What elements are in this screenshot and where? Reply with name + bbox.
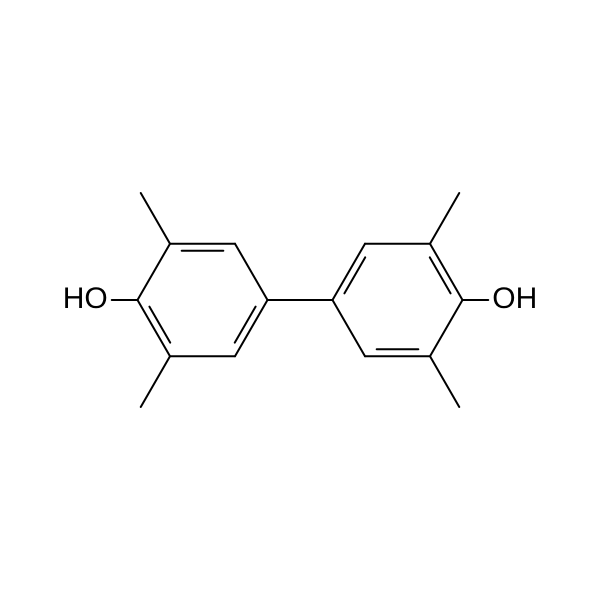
right-hydroxyl-label: OH xyxy=(492,282,537,315)
molecule-diagram: HO OH xyxy=(0,0,600,600)
left-hydroxyl-label: HO xyxy=(63,282,108,315)
